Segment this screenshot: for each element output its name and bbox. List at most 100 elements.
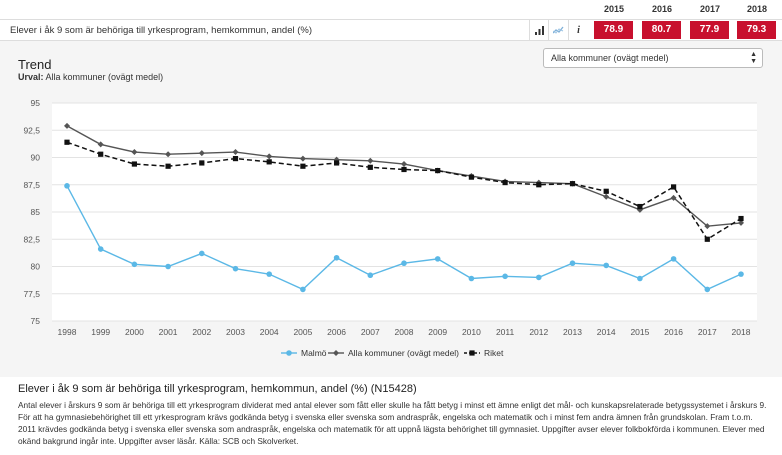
legend-label: Malmö — [301, 348, 327, 358]
data-point — [738, 271, 744, 277]
x-tick-label: 2009 — [428, 327, 447, 337]
data-point — [401, 161, 407, 168]
info-icon[interactable]: i — [568, 20, 588, 40]
data-point — [468, 174, 474, 180]
data-point — [704, 223, 711, 230]
series-line-2 — [66, 141, 742, 241]
data-point — [704, 286, 711, 293]
year-label: 2017 — [699, 4, 721, 14]
x-tick-label: 2001 — [159, 327, 178, 337]
x-tick-label: 2006 — [327, 327, 346, 337]
data-point — [435, 167, 441, 174]
data-point — [603, 193, 610, 200]
data-point — [232, 265, 239, 272]
data-point — [131, 261, 138, 268]
data-point — [536, 182, 542, 188]
data-point — [266, 159, 272, 165]
x-tick-label: 2018 — [732, 327, 751, 337]
x-tick-label: 2015 — [630, 327, 649, 337]
selection-label: Urval: Alla kommuner (ovägt medel) — [18, 72, 163, 82]
x-tick-label: 1998 — [58, 327, 77, 337]
value-cell-2015: 78.9 — [594, 21, 633, 39]
x-tick-label: 2012 — [529, 327, 548, 337]
years-header: 2015 2016 2017 2018 — [0, 0, 782, 19]
legend-marker — [469, 350, 475, 356]
year-label: 2018 — [746, 4, 768, 14]
selection-value: Alla kommuner (ovägt medel) — [45, 72, 164, 82]
x-tick-label: 1999 — [91, 327, 110, 337]
y-tick-label: 80 — [31, 262, 41, 272]
data-point — [738, 215, 744, 222]
data-point — [334, 160, 340, 166]
data-point — [165, 263, 171, 270]
value-cell-2017: 77.9 — [690, 21, 729, 39]
data-point — [671, 184, 677, 190]
y-tick-label: 77,5 — [23, 289, 40, 299]
description-section: Elever i åk 9 som är behöriga till yrkes… — [18, 383, 768, 447]
description-text: Antal elever i årskurs 9 som är behöriga… — [18, 400, 767, 446]
x-tick-label: 2017 — [698, 327, 717, 337]
data-point — [637, 275, 643, 282]
data-point — [401, 166, 407, 173]
indicator-row[interactable]: Elever i åk 9 som är behöriga till yrkes… — [0, 19, 782, 41]
x-tick-label: 2013 — [563, 327, 582, 337]
data-point — [64, 183, 70, 189]
data-point — [670, 194, 677, 201]
y-tick-label: 92,5 — [23, 125, 40, 135]
trend-title: Trend — [18, 57, 52, 72]
indicator-title: Elever i åk 9 som är behöriga till yrkes… — [10, 25, 313, 36]
data-point — [704, 236, 710, 242]
x-tick-label: 2008 — [395, 327, 414, 337]
value-cell-2016: 80.7 — [642, 21, 681, 39]
x-tick-label: 2004 — [260, 327, 279, 337]
legend-marker — [333, 350, 339, 356]
data-point — [97, 141, 104, 148]
y-tick-label: 87,5 — [23, 180, 40, 190]
data-point — [198, 150, 205, 157]
data-point — [64, 139, 70, 145]
data-point — [165, 151, 172, 158]
data-point — [367, 272, 374, 279]
data-point — [670, 256, 677, 262]
select-value: Alla kommuner (ovägt medel) — [551, 53, 669, 63]
trend-chart: 95 92,5 90 87,5 85 82,5 80 77,5 75 1998 1999 2000 20… — [23, 98, 757, 358]
selection-key: Urval: — [18, 72, 44, 82]
trend-icon[interactable] — [548, 20, 568, 40]
data-point — [300, 163, 306, 169]
x-tick-label: 2007 — [361, 327, 380, 337]
data-point — [266, 153, 273, 160]
y-tick-label: 82,5 — [23, 234, 40, 244]
data-point — [468, 275, 475, 282]
x-tick-label: 2010 — [462, 327, 481, 337]
data-point — [64, 122, 70, 129]
y-tick-label: 90 — [31, 153, 41, 163]
data-point — [131, 149, 138, 156]
data-point — [569, 260, 576, 267]
data-point — [232, 149, 239, 156]
year-label: 2016 — [651, 4, 673, 14]
data-point — [738, 219, 744, 226]
data-point — [367, 157, 374, 164]
year-label: 2015 — [603, 4, 625, 14]
data-point — [637, 203, 643, 210]
description-title: Elever i åk 9 som är behöriga till yrkes… — [18, 383, 417, 395]
municipality-select[interactable]: Alla kommuner (ovägt medel) ▲ ▼ — [543, 48, 763, 68]
data-point — [401, 260, 407, 267]
bar-chart-icon[interactable] — [529, 20, 549, 40]
data-point — [502, 179, 508, 186]
x-tick-label: 2000 — [125, 327, 144, 337]
data-point — [266, 271, 273, 277]
y-tick-label: 85 — [31, 207, 41, 217]
legend-label: Alla kommuner (ovägt medel) — [348, 348, 459, 358]
data-point — [199, 160, 205, 166]
data-point — [569, 181, 576, 187]
data-point — [502, 273, 508, 280]
legend-marker — [286, 350, 292, 356]
data-point — [367, 164, 373, 170]
data-point — [536, 274, 542, 281]
data-point — [232, 155, 239, 162]
data-point — [299, 155, 306, 162]
x-tick-label: 2014 — [597, 327, 616, 337]
data-point — [98, 151, 104, 157]
x-tick-label: 2016 — [664, 327, 683, 337]
